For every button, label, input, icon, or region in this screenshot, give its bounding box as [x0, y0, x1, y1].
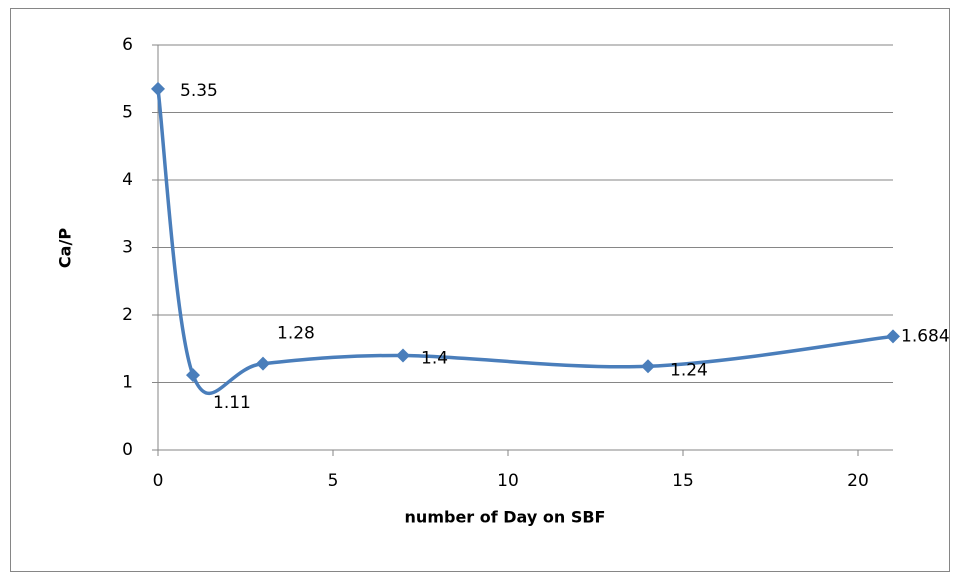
data-label: 1.11: [213, 393, 251, 413]
y-tick-label: 4: [122, 170, 133, 190]
y-tick-label: 2: [122, 305, 133, 325]
y-tick-label: 3: [122, 238, 133, 258]
x-tick-label: 20: [847, 471, 869, 491]
data-label: 1.684: [901, 326, 950, 346]
data-label: 5.35: [180, 81, 218, 101]
y-tick-label: 0: [122, 440, 133, 460]
marker: [396, 348, 410, 363]
data-label: 1.4: [421, 349, 448, 369]
y-tick-label: 1: [122, 373, 133, 393]
series-line: [156, 88, 894, 395]
x-tick-label: 10: [497, 471, 519, 491]
marker: [641, 359, 655, 374]
marker: [151, 81, 165, 96]
x-tick-label: 0: [153, 471, 164, 491]
marker: [256, 356, 270, 371]
marker: [886, 329, 900, 344]
y-tick-label: 5: [122, 103, 133, 123]
marker: [186, 368, 200, 383]
chart-frame: [10, 8, 950, 572]
x-tick-label: 15: [672, 471, 694, 491]
x-axis-label: number of Day on SBF: [405, 508, 606, 527]
x-tick-label: 5: [328, 471, 339, 491]
y-tick-label: 6: [122, 35, 133, 55]
y-axis-label: Ca/P: [56, 228, 75, 268]
data-label: 1.24: [670, 360, 708, 380]
data-label: 1.28: [277, 324, 315, 344]
